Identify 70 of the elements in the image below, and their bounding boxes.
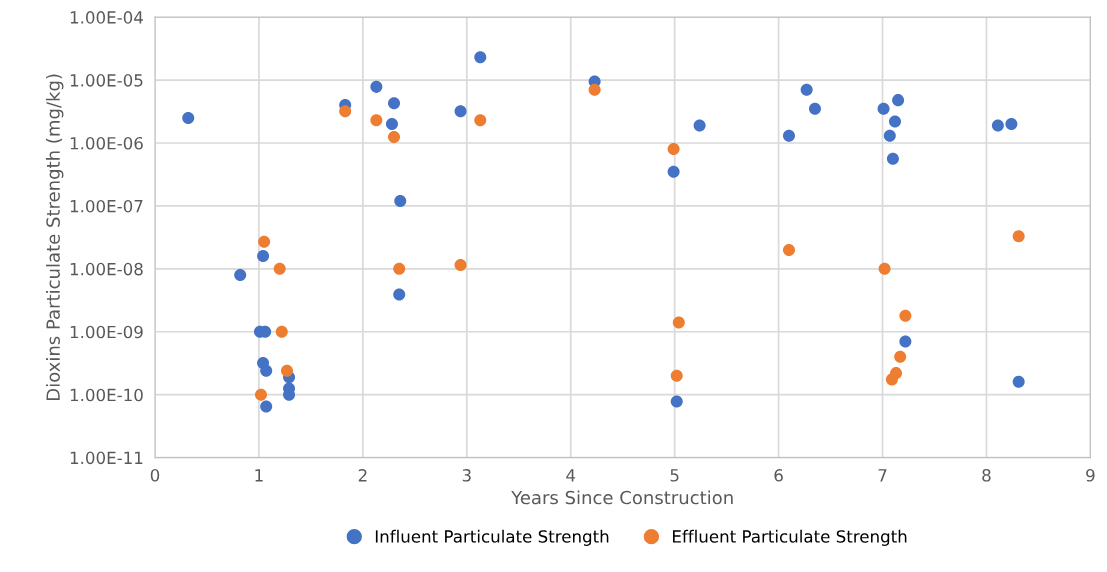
point xyxy=(393,262,406,275)
point xyxy=(991,119,1004,132)
point xyxy=(877,102,890,115)
y-axis-title: Dioxins Particulate Strength (mg/kg) xyxy=(45,74,64,400)
point xyxy=(254,388,268,401)
x-tick-label: 7 xyxy=(878,469,887,482)
x-tick-label: 6 xyxy=(774,469,783,482)
x-tick-label: 3 xyxy=(462,469,471,482)
point xyxy=(1005,118,1018,131)
point xyxy=(388,130,401,143)
point xyxy=(370,80,383,93)
point xyxy=(800,83,813,96)
x-axis-title: Years Since Construction xyxy=(511,490,733,505)
point xyxy=(672,316,685,329)
point xyxy=(878,262,891,275)
point xyxy=(260,400,273,413)
x-tick-label: 8 xyxy=(982,469,991,482)
point xyxy=(388,97,401,110)
x-tick-label: 2 xyxy=(358,469,367,482)
point xyxy=(667,143,680,156)
point xyxy=(782,243,795,256)
point xyxy=(899,335,912,348)
y-tick-label: 1.00E-08 xyxy=(70,262,143,276)
point xyxy=(885,373,898,386)
point xyxy=(385,118,398,131)
legend-label: Effluent Particulate Strength xyxy=(673,529,907,546)
point xyxy=(667,165,680,178)
point xyxy=(474,51,487,64)
point xyxy=(894,350,907,363)
x-tick-label: 0 xyxy=(150,469,160,482)
point xyxy=(234,268,247,281)
point xyxy=(670,395,683,408)
point xyxy=(588,83,601,96)
point xyxy=(260,364,273,377)
point xyxy=(892,94,905,107)
point xyxy=(883,129,896,142)
point xyxy=(1012,375,1025,388)
y-tick-label: 1.00E-05 xyxy=(70,74,143,87)
x-tick-label: 5 xyxy=(670,469,679,482)
point xyxy=(808,102,821,115)
point xyxy=(899,309,912,322)
y-tick-label: 1.00E-09 xyxy=(70,325,143,339)
point xyxy=(182,111,195,124)
point xyxy=(1012,230,1025,243)
point xyxy=(339,105,352,118)
point xyxy=(393,288,406,301)
point xyxy=(782,129,795,142)
x-tick-label: 9 xyxy=(1086,469,1095,482)
point xyxy=(474,114,487,127)
point xyxy=(275,325,288,338)
y-tick-label: 1.00E-10 xyxy=(70,388,143,402)
y-tick-label: 1.00E-04 xyxy=(70,11,143,24)
point xyxy=(454,105,467,118)
point xyxy=(670,369,683,382)
y-tick-label: 1.00E-06 xyxy=(70,136,143,150)
y-tick-label: 1.00E-11 xyxy=(70,451,143,465)
point xyxy=(257,249,270,263)
y-tick-label: 1.00E-07 xyxy=(70,199,143,213)
point xyxy=(454,259,467,272)
point xyxy=(693,119,706,132)
point xyxy=(394,194,407,207)
point xyxy=(370,114,383,127)
x-tick-label: 1 xyxy=(255,469,263,482)
x-tick-label: 4 xyxy=(566,469,576,482)
point xyxy=(280,364,293,377)
point xyxy=(888,115,902,128)
point xyxy=(886,152,899,165)
point xyxy=(258,235,271,248)
legend-label: Influent Particulate Strength xyxy=(375,529,609,546)
point xyxy=(273,262,286,275)
